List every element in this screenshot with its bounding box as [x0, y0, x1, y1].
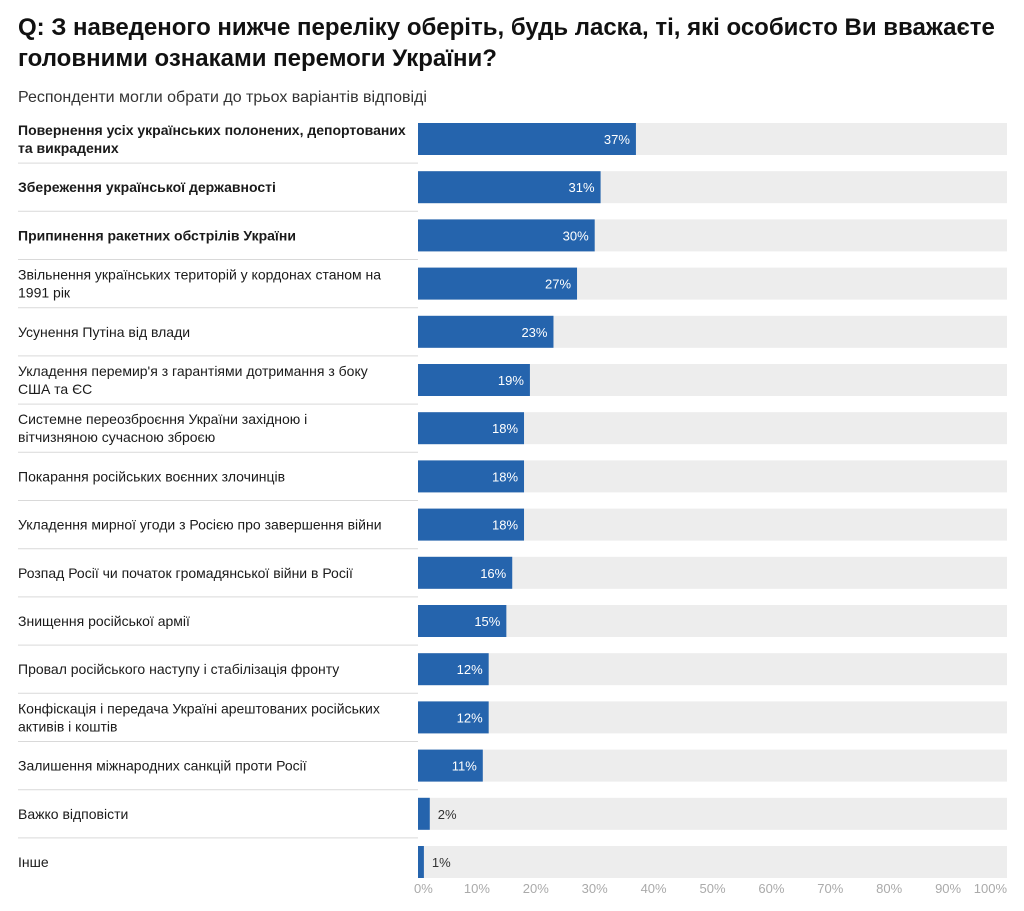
bar: [418, 846, 424, 878]
x-tick-label: 90%: [935, 881, 961, 896]
bar: [418, 412, 525, 445]
bar-track: [418, 846, 1007, 878]
category-label: Провал російського наступу і стабілізаці…: [18, 661, 339, 677]
bar: [418, 219, 595, 252]
data-label: 1%: [432, 855, 451, 870]
data-label: 31%: [569, 180, 595, 195]
category-label-line: Важко відповісти: [18, 806, 128, 822]
data-label: 12%: [457, 662, 483, 677]
category-label-line: Усунення Путіна від влади: [18, 324, 190, 340]
category-label-line: Припинення ракетних обстрілів України: [18, 227, 296, 243]
bar-track: [418, 701, 1007, 734]
category-label: Важко відповісти: [18, 806, 128, 822]
category-label-line: Розпад Росії чи початок громадянської ві…: [18, 565, 353, 581]
category-label: Усунення Путіна від влади: [18, 324, 190, 340]
data-label: 18%: [492, 421, 518, 436]
data-label: 37%: [604, 132, 630, 147]
category-label: Залишення міжнародних санкцій проти Росі…: [18, 758, 307, 774]
category-label-line: Повернення усіх українських полонених, д…: [18, 122, 406, 138]
bar-track: [418, 797, 1007, 830]
category-label-line: Системне переозброєння України західною …: [18, 411, 307, 427]
chart-row: Знищення російської армії: [18, 605, 1007, 646]
bar: [418, 605, 507, 637]
bar: [418, 267, 578, 300]
category-label: Покарання російських воєнних злочинців: [18, 468, 285, 484]
category-label-line: Покарання російських воєнних злочинців: [18, 468, 285, 484]
category-label: Повернення усіх українських полонених, д…: [18, 122, 406, 156]
chart-row: Важко відповісти: [18, 797, 1007, 839]
bar: [418, 171, 601, 204]
data-label: 23%: [521, 325, 547, 340]
category-label-line: 1991 рік: [18, 285, 71, 301]
category-label-line: Збереження української державності: [18, 179, 276, 195]
category-label-line: вітчизняною сучасною зброєю: [18, 429, 215, 445]
category-label: Укладення перемир'я з гарантіями дотрима…: [18, 363, 368, 397]
x-tick-label: 70%: [817, 881, 843, 896]
x-tick-label: 0%: [414, 881, 433, 896]
data-label: 30%: [563, 228, 589, 243]
category-label-line: Звільнення українських територій у кордо…: [18, 267, 381, 283]
bar: [418, 653, 489, 686]
category-label: Знищення російської армії: [18, 613, 190, 629]
category-label: Інше: [18, 854, 49, 870]
data-label: 18%: [492, 469, 518, 484]
x-tick-label: 40%: [641, 881, 667, 896]
bar: [418, 123, 636, 155]
bar: [418, 315, 554, 348]
category-label: Збереження української державності: [18, 179, 276, 195]
category-label-line: активів і коштів: [18, 718, 117, 734]
category-label-line: Укладення мирної угоди з Росією про заве…: [18, 517, 382, 533]
bar-track: [418, 749, 1007, 782]
bars-layer: 37% 31% 30% 27% 23% 19% 18% 18% 18% 16% 15% 12% 12% 1…: [418, 123, 636, 878]
chart-title: Q: З наведеного нижче переліку оберіть, …: [18, 14, 995, 72]
chart-row: Конфіскація і передача Україні арештован…: [18, 700, 1007, 742]
bar: [418, 508, 525, 541]
x-tick-label: 20%: [523, 881, 549, 896]
data-label: 16%: [480, 566, 506, 581]
chart-row: Інше: [18, 846, 1007, 878]
category-label-line: Знищення російської армії: [18, 613, 190, 629]
category-label-line: Конфіскація і передача Україні арештован…: [18, 700, 380, 716]
data-label: 2%: [438, 807, 457, 822]
category-label: Системне переозброєння України західною …: [18, 411, 307, 445]
data-label: 15%: [474, 614, 500, 629]
chart-row: Провал російського наступу і стабілізаці…: [18, 653, 1007, 694]
bar: [418, 701, 489, 734]
bar: [418, 556, 513, 589]
x-tick-label: 80%: [876, 881, 902, 896]
category-label-line: Провал російського наступу і стабілізаці…: [18, 661, 339, 677]
bar: [418, 460, 525, 493]
x-tick-label: 10%: [464, 881, 490, 896]
category-label-line: Залишення міжнародних санкцій проти Росі…: [18, 758, 307, 774]
data-label: 19%: [498, 373, 524, 388]
bar: [418, 749, 483, 782]
chart-row: Повернення усіх українських полонених, д…: [18, 122, 1007, 164]
x-tick-label: 60%: [758, 881, 784, 896]
bar-track: [418, 653, 1007, 686]
category-label: Розпад Росії чи початок громадянської ві…: [18, 565, 353, 581]
data-label: 27%: [545, 277, 571, 292]
bar-track: [418, 605, 1007, 637]
category-label: Звільнення українських територій у кордо…: [18, 267, 381, 301]
chart-row: Залишення міжнародних санкцій проти Росі…: [18, 749, 1007, 791]
chart-row: Розпад Росії чи початок громадянської ві…: [18, 556, 1007, 598]
x-tick-label: 100%: [974, 881, 1008, 896]
data-label: 11%: [452, 759, 477, 774]
category-label-line: Інше: [18, 854, 49, 870]
category-label: Укладення мирної угоди з Росією про заве…: [18, 517, 382, 533]
bar: [418, 797, 430, 830]
bar: [418, 364, 530, 396]
category-label-line: Укладення перемир'я з гарантіями дотрима…: [18, 363, 368, 379]
chart-subtitle: Респонденти могли обрати до трьох варіан…: [18, 89, 427, 106]
category-label: Конфіскація і передача Україні арештован…: [18, 700, 380, 734]
category-label: Припинення ракетних обстрілів України: [18, 227, 296, 243]
data-label: 12%: [457, 710, 483, 725]
x-tick-label: 50%: [699, 881, 725, 896]
category-label-line: та викрадених: [18, 140, 119, 156]
category-label-line: США та ЄС: [18, 381, 92, 397]
x-tick-label: 30%: [582, 881, 608, 896]
bar-track: [418, 556, 1007, 589]
data-label: 18%: [492, 518, 518, 533]
